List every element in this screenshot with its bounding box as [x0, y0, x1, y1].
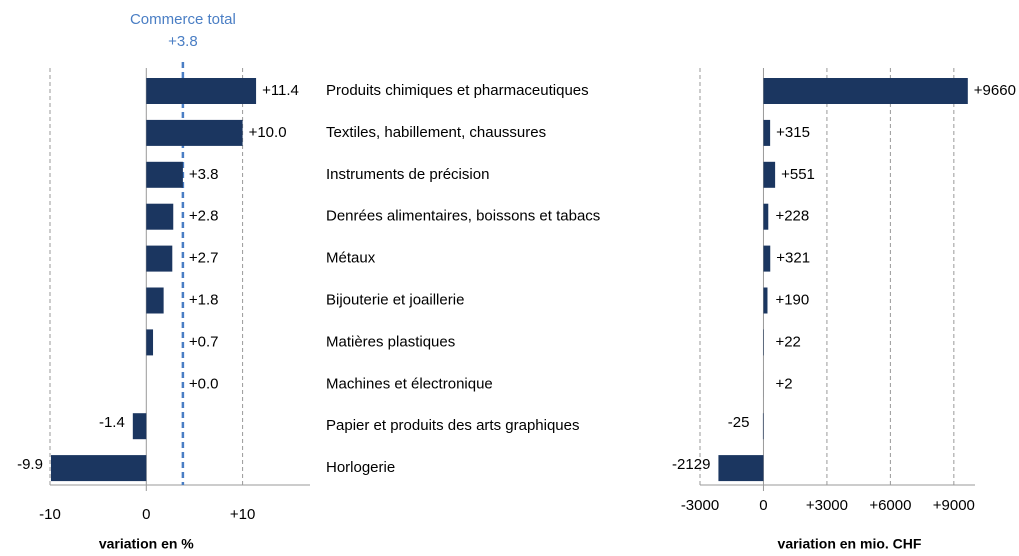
- x-tick-label: +6000: [869, 497, 911, 514]
- bar: [763, 161, 776, 188]
- value-label: -25: [728, 414, 750, 431]
- value-label: +0.7: [189, 333, 219, 350]
- category-label: Métaux: [326, 250, 376, 267]
- category-label: Textiles, habillement, chaussures: [326, 124, 546, 141]
- value-label: +2: [775, 375, 792, 392]
- x-tick-label: -3000: [681, 497, 719, 514]
- bar: [146, 287, 164, 314]
- bar: [146, 119, 243, 146]
- bar: [146, 78, 257, 104]
- bar: [146, 161, 183, 188]
- category-label: Bijouterie et joaillerie: [326, 291, 464, 308]
- bar: [763, 119, 771, 146]
- value-label: +551: [781, 166, 815, 183]
- value-label: +2.7: [189, 250, 219, 267]
- bar: [50, 455, 147, 482]
- value-label: +9660: [974, 82, 1016, 99]
- category-label: Produits chimiques et pharmaceutiques: [326, 82, 589, 99]
- value-label: +2.8: [189, 208, 219, 225]
- value-label: +3.8: [189, 166, 219, 183]
- value-label: +11.4: [262, 82, 299, 99]
- value-label: -1.4: [99, 414, 125, 431]
- value-label: +321: [776, 250, 810, 267]
- value-label: +10.0: [249, 124, 287, 141]
- value-label: +1.8: [189, 291, 219, 308]
- reference-label: Commerce total: [130, 11, 236, 28]
- bar: [146, 329, 154, 356]
- bar: [763, 78, 968, 104]
- x-axis-label: variation en mio. CHF: [778, 536, 922, 552]
- value-label: +0.0: [189, 375, 219, 392]
- bar: [763, 287, 768, 314]
- reference-value: +3.8: [168, 33, 198, 50]
- category-label: Papier et produits des arts graphiques: [326, 417, 579, 434]
- value-label: -9.9: [17, 456, 43, 473]
- x-tick-label: -10: [39, 506, 61, 523]
- category-label: Instruments de précision: [326, 166, 489, 183]
- value-label: +190: [775, 291, 809, 308]
- value-label: +315: [776, 124, 810, 141]
- category-label: Horlogerie: [326, 459, 395, 476]
- category-label: Machines et électronique: [326, 375, 493, 392]
- category-label: Matières plastiques: [326, 333, 455, 350]
- bar: [718, 455, 764, 482]
- bar: [763, 245, 771, 272]
- value-label: +22: [775, 333, 800, 350]
- bar: [762, 413, 764, 440]
- value-label: -2129: [672, 456, 710, 473]
- x-tick-label: +10: [230, 506, 255, 523]
- value-label: +228: [775, 208, 809, 225]
- category-label: Denrées alimentaires, boissons et tabacs: [326, 208, 600, 225]
- x-tick-label: 0: [759, 497, 767, 514]
- x-tick-label: +3000: [806, 497, 848, 514]
- x-tick-label: +9000: [933, 497, 975, 514]
- bar: [146, 245, 173, 272]
- bar: [763, 203, 769, 230]
- x-axis-label: variation en %: [99, 536, 194, 552]
- bar: [146, 203, 174, 230]
- bar: [132, 413, 147, 440]
- x-tick-label: 0: [142, 506, 150, 523]
